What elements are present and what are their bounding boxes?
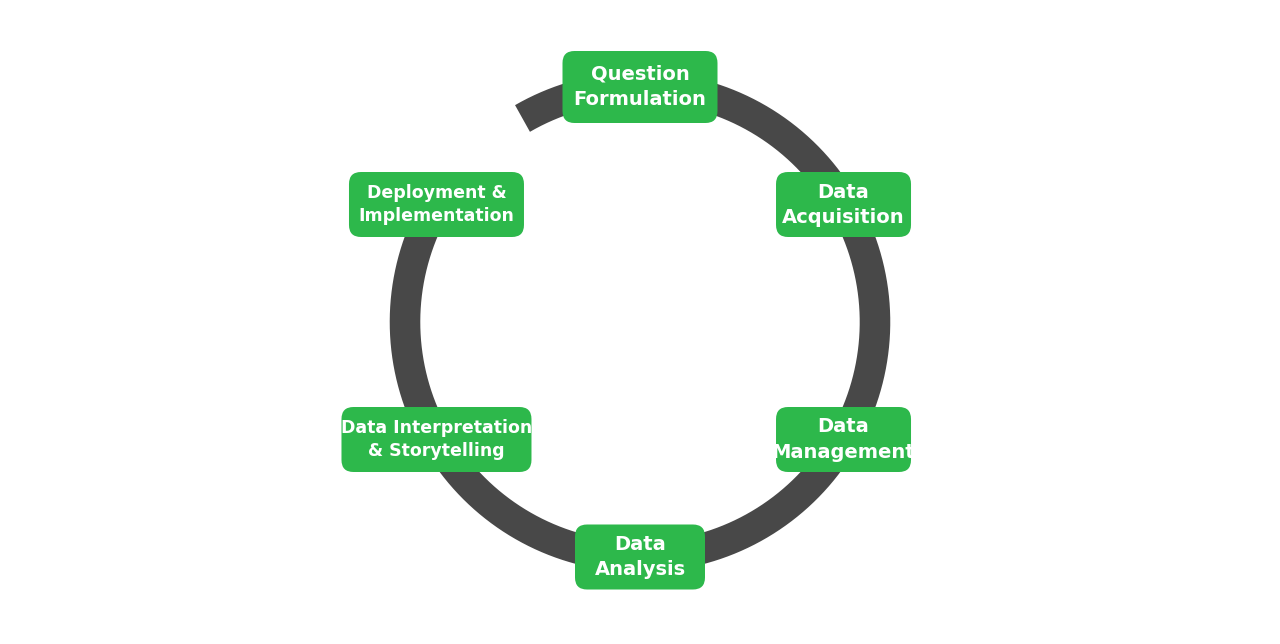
Text: Data
Acquisition: Data Acquisition: [782, 182, 905, 227]
FancyBboxPatch shape: [776, 407, 911, 472]
Polygon shape: [580, 63, 620, 119]
FancyBboxPatch shape: [342, 407, 531, 472]
Text: Data
Management: Data Management: [772, 417, 915, 462]
FancyBboxPatch shape: [776, 172, 911, 237]
Text: Deployment &
Implementation: Deployment & Implementation: [358, 184, 515, 225]
FancyBboxPatch shape: [349, 172, 524, 237]
Text: Data Interpretation
& Storytelling: Data Interpretation & Storytelling: [340, 419, 532, 460]
Text: Question
Formulation: Question Formulation: [573, 65, 707, 109]
FancyBboxPatch shape: [575, 524, 705, 589]
Text: Data
Analysis: Data Analysis: [594, 535, 686, 579]
FancyBboxPatch shape: [562, 51, 718, 123]
